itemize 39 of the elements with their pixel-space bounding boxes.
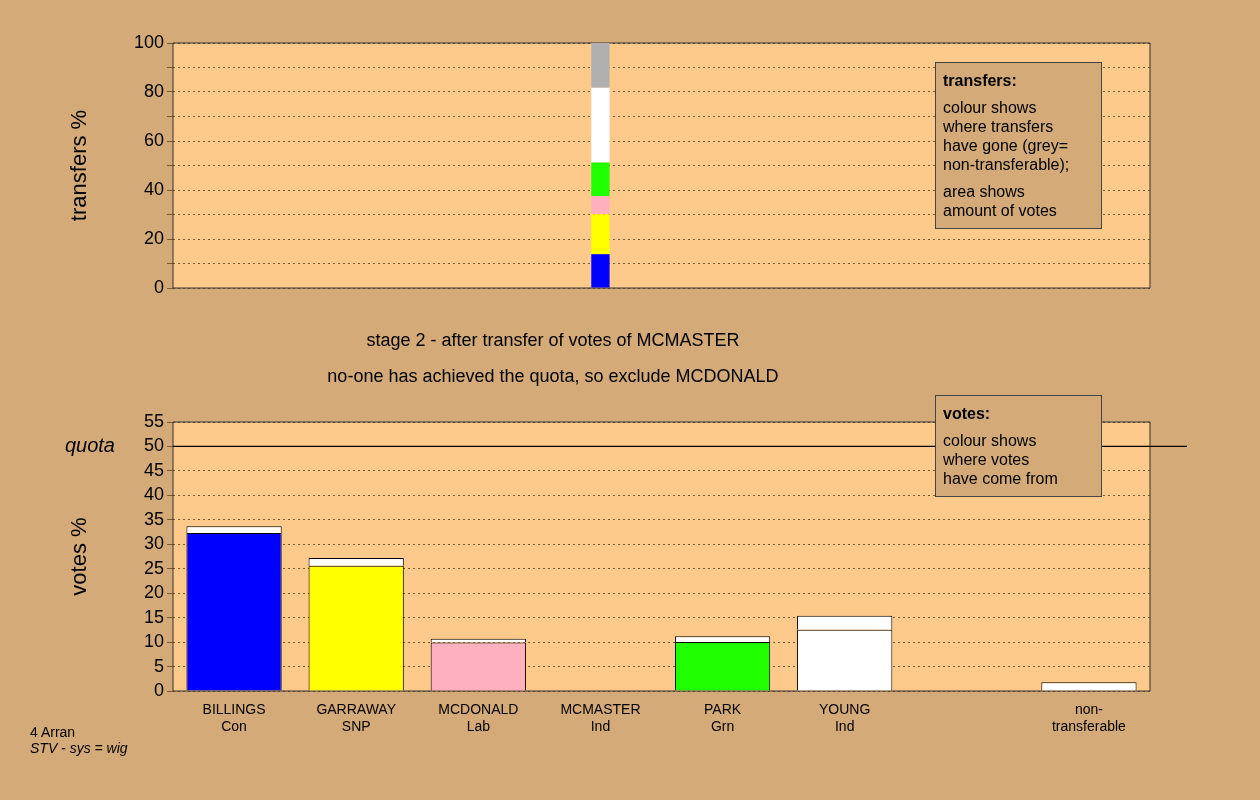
- y-tick-label: 55: [143, 410, 164, 431]
- y-tick-label: 100: [133, 31, 164, 52]
- y-tick-label: 15: [143, 606, 164, 627]
- y-tick-label: 30: [143, 533, 164, 554]
- y-tick-label: 45: [143, 459, 164, 480]
- x-tick-label: MCDONALD Lab: [438, 701, 519, 735]
- y-tick-label: 10: [143, 631, 164, 652]
- annotation: colour shows where votes have come from: [943, 431, 1059, 488]
- x-tick-label: BILLINGS Con: [202, 701, 266, 735]
- x-tick-label: non- transferable: [1051, 701, 1127, 735]
- annotation: votes:: [943, 404, 992, 423]
- y-tick-label: 35: [143, 508, 164, 529]
- x-tick-label: YOUNG Ind: [819, 701, 871, 735]
- y-tick-label: 20: [143, 227, 164, 248]
- y-axis-title: votes %: [66, 517, 92, 596]
- y-tick-label: 80: [143, 80, 164, 101]
- y-tick-label: 50: [143, 435, 164, 456]
- annotation: transfers:: [943, 71, 1018, 90]
- x-tick-label: PARK Grn: [704, 701, 742, 735]
- text: STV - sys = wig: [30, 740, 128, 756]
- y-tick-label: 40: [143, 178, 164, 199]
- note-box: transfers: colour shows where transfers have gone (grey= non-transferable); area shows amount of votes: [935, 62, 1102, 229]
- y-tick-label: 25: [143, 557, 164, 578]
- annotation: colour shows where transfers have gone (grey= non-transferable);: [943, 98, 1071, 174]
- text: 4 Arran: [30, 724, 76, 740]
- y-tick-label: 20: [143, 582, 164, 603]
- ref-line-label: quota: [64, 434, 115, 457]
- chart-subtitle: no-one has achieved the quota, so exclude MCDONALD: [326, 365, 780, 388]
- y-axis-title: transfers %: [66, 109, 92, 222]
- y-tick-label: 5: [153, 655, 164, 676]
- y-tick-label: 40: [143, 484, 164, 505]
- x-tick-label: MCMASTER Ind: [560, 701, 641, 735]
- x-tick-label: GARRAWAY SNP: [316, 701, 397, 735]
- y-tick-label: 60: [143, 129, 164, 150]
- annotation: area shows amount of votes: [943, 182, 1058, 220]
- chart-title: stage 2 - after transfer of votes of MCMASTER: [365, 329, 741, 352]
- y-tick-label: 0: [153, 679, 164, 700]
- y-tick-label: 0: [153, 276, 164, 297]
- note-box: votes: colour shows where votes have come from: [935, 395, 1102, 497]
